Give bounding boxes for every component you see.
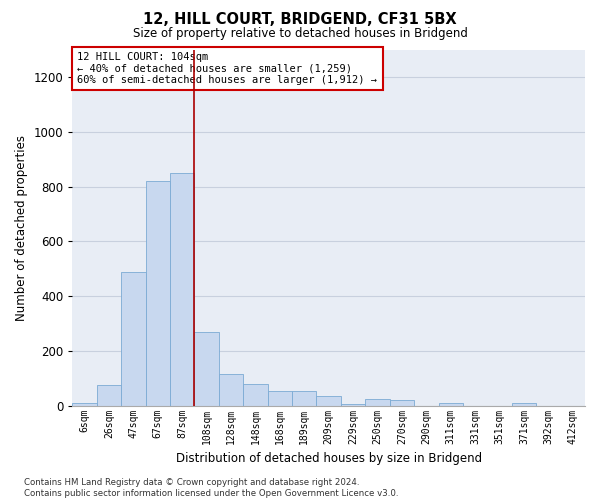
Text: 12 HILL COURT: 104sqm
← 40% of detached houses are smaller (1,259)
60% of semi-d: 12 HILL COURT: 104sqm ← 40% of detached … [77, 52, 377, 85]
Bar [97, 385, 121, 406]
X-axis label: Distribution of detached houses by size in Bridgend: Distribution of detached houses by size … [176, 452, 482, 465]
Bar [170, 173, 194, 406]
Text: Contains HM Land Registry data © Crown copyright and database right 2024.
Contai: Contains HM Land Registry data © Crown c… [24, 478, 398, 498]
Bar [243, 384, 268, 406]
Bar [365, 399, 389, 406]
Bar [219, 374, 243, 406]
Bar [512, 404, 536, 406]
Bar [316, 396, 341, 406]
Bar [121, 272, 146, 406]
Text: 12, HILL COURT, BRIDGEND, CF31 5BX: 12, HILL COURT, BRIDGEND, CF31 5BX [143, 12, 457, 28]
Bar [292, 390, 316, 406]
Bar [194, 332, 219, 406]
Bar [389, 400, 414, 406]
Bar [268, 390, 292, 406]
Bar [439, 404, 463, 406]
Bar [146, 182, 170, 406]
Bar [73, 404, 97, 406]
Bar [341, 404, 365, 406]
Y-axis label: Number of detached properties: Number of detached properties [15, 135, 28, 321]
Text: Size of property relative to detached houses in Bridgend: Size of property relative to detached ho… [133, 28, 467, 40]
